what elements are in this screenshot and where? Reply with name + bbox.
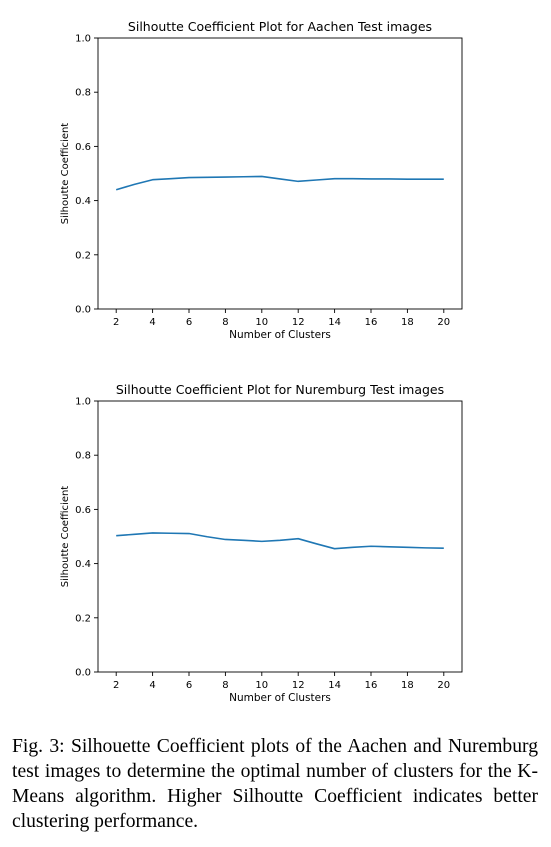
x-tick-label: 16 [365,680,378,691]
x-tick-label: 14 [328,680,341,691]
y-axis-label: Silhoutte Coefficient [60,486,71,588]
y-tick-label: 0.4 [75,559,91,570]
x-tick-label: 14 [328,317,341,328]
chart-aachen: Silhoutte Coefficient Plot for Aachen Te… [0,0,551,360]
y-tick-label: 0.6 [75,142,91,153]
y-tick-label: 0.6 [75,505,91,516]
y-tick-label: 0.8 [75,88,91,99]
x-tick-label: 12 [292,680,305,691]
x-axis-label: Number of Clusters [229,329,331,341]
x-tick-label: 20 [437,680,450,691]
x-tick-label: 6 [186,317,192,328]
x-tick-label: 4 [149,317,155,328]
x-tick-label: 6 [186,680,192,691]
x-tick-label: 8 [222,317,228,328]
series-line-1 [115,175,444,191]
y-tick-label: 0.2 [75,250,91,261]
x-tick-label: 12 [292,317,305,328]
y-tick-label: 1.0 [75,397,91,408]
chart-nuremburg: Silhoutte Coefficient Plot for Nuremburg… [0,363,551,723]
x-tick-label: 10 [255,680,268,691]
y-tick-label: 0.0 [75,668,91,679]
x-tick-label: 10 [255,317,268,328]
chart-title: Silhoutte Coefficient Plot for Aachen Te… [128,19,432,34]
x-tick-label: 16 [365,317,378,328]
x-tick-label: 4 [149,680,155,691]
x-tick-label: 2 [113,680,119,691]
x-tick-label: 8 [222,680,228,691]
plot-frame [97,400,463,673]
x-tick-label: 18 [401,317,414,328]
x-tick-label: 18 [401,680,414,691]
y-tick-label: 0.8 [75,451,91,462]
chart-aachen-svg: Silhoutte Coefficient Plot for Aachen Te… [60,19,463,341]
series-line-1 [116,532,444,550]
y-tick-label: 1.0 [75,34,91,45]
plot-frame [97,37,463,310]
chart-nuremburg-svg: Silhoutte Coefficient Plot for Nuremburg… [60,382,463,704]
x-tick-label: 2 [113,317,119,328]
y-tick-label: 0.0 [75,305,91,316]
x-axis-label: Number of Clusters [229,692,331,704]
x-tick-label: 20 [437,317,450,328]
chart-title: Silhoutte Coefficient Plot for Nuremburg… [116,382,444,397]
y-axis-label: Silhoutte Coefficient [60,123,71,225]
y-tick-label: 0.2 [75,613,91,624]
y-tick-label: 0.4 [75,196,91,207]
figure-caption: Fig. 3: Silhouette Coefficient plots of … [12,736,538,832]
